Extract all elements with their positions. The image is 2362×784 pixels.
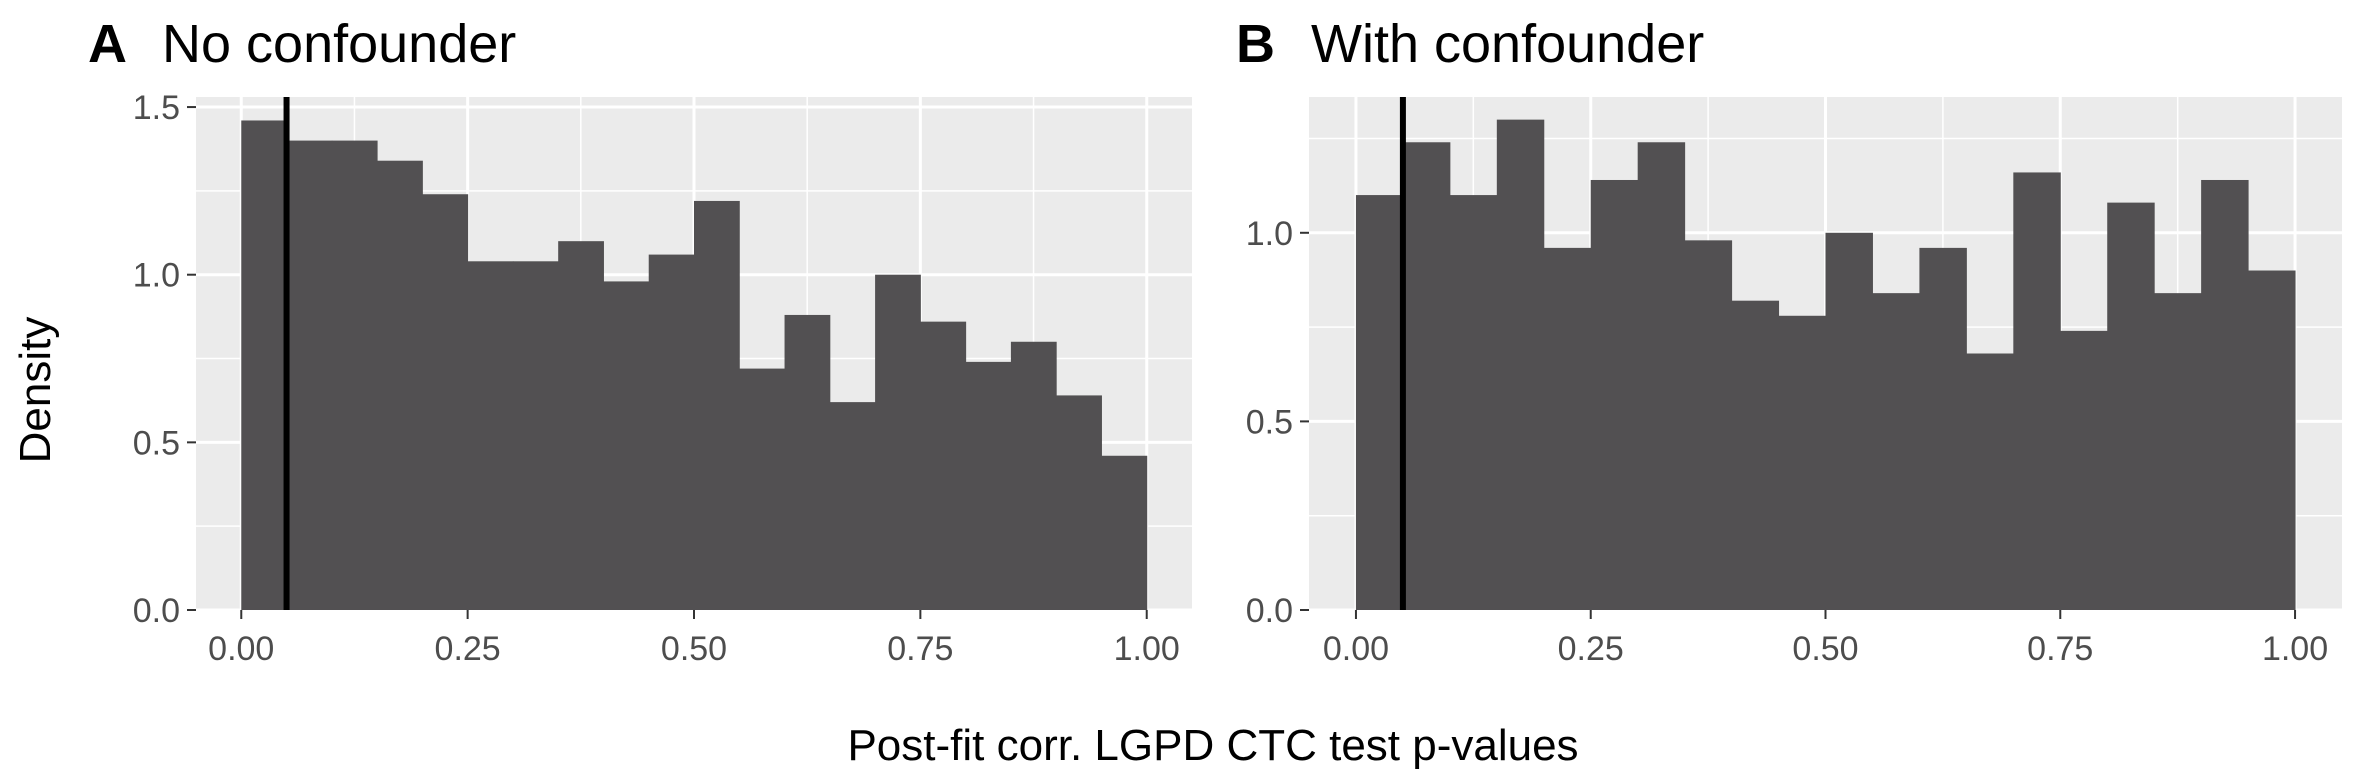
- x-tick-label: 0.75: [2027, 630, 2093, 668]
- y-tick-label: 0.0: [133, 592, 180, 630]
- y-tick-label: 0.5: [1246, 403, 1293, 441]
- x-tick-label: 0.50: [1792, 630, 1858, 668]
- x-axis-title: Post-fit corr. LGPD CTC test p-values: [847, 721, 1578, 770]
- histogram-bar: [331, 140, 378, 610]
- histogram-bar: [512, 261, 559, 610]
- histogram-bar: [1543, 247, 1592, 610]
- histogram-bar: [2107, 202, 2155, 610]
- y-axis-title: Density: [11, 317, 60, 464]
- histogram-bar: [422, 194, 469, 610]
- histogram-bar: [603, 281, 650, 610]
- histogram-bar: [1010, 341, 1057, 610]
- x-tick-label: 0.25: [435, 630, 501, 668]
- histogram-bar: [2013, 172, 2061, 611]
- histogram-bar: [241, 120, 288, 611]
- panel-a: 0.00 0.25 0.50 0.75 1.00 0.0 0.5 1.0 1.5A No conf…: [88, 14, 1192, 668]
- x-tick-label: 1.00: [1114, 630, 1180, 668]
- panel-b: 0.00 0.25 0.50 0.75 1.00 0.0 0.5 1.0 B With confo…: [1236, 14, 2342, 668]
- y-tick-label: 1.0: [1246, 215, 1293, 253]
- histogram-bar: [2154, 293, 2202, 610]
- histogram-bar: [1919, 247, 1967, 610]
- histogram-bar: [1496, 119, 1545, 610]
- histogram-bar: [558, 241, 604, 611]
- histogram-bar: [739, 368, 786, 610]
- x-tick-label: 0.25: [1558, 630, 1624, 668]
- histogram-bar: [286, 140, 333, 610]
- histogram-bar: [377, 160, 423, 611]
- histogram-bar: [2060, 330, 2108, 610]
- histogram-bar: [1731, 300, 1780, 610]
- histogram-bar: [1637, 142, 1686, 610]
- x-tick-label: 0.75: [887, 630, 953, 668]
- histogram-bar: [1355, 195, 1404, 610]
- histogram-bar: [1101, 455, 1148, 610]
- histogram-bar: [1966, 353, 2014, 610]
- panel-tag: A: [88, 14, 127, 74]
- histogram-bar: [1056, 395, 1102, 610]
- y-tick-label: 0.5: [133, 424, 180, 462]
- histogram-bar: [1872, 293, 1920, 610]
- histogram-bar: [2201, 179, 2249, 610]
- histogram-bar: [1684, 240, 1733, 610]
- histogram-bar: [920, 321, 967, 610]
- panel-tag: B: [1236, 14, 1275, 74]
- histogram-bar: [694, 200, 740, 611]
- histogram-bar: [1449, 195, 1498, 610]
- y-tick-label: 0.0: [1246, 592, 1293, 630]
- histogram-bar: [1825, 232, 1873, 610]
- x-tick-label: 0.50: [661, 630, 727, 668]
- panel-title: No confounder: [162, 14, 516, 74]
- x-tick-label: 0.00: [1323, 630, 1389, 668]
- histogram-bar: [1402, 142, 1451, 610]
- y-tick-label: 1.5: [133, 89, 180, 127]
- histogram-bar: [784, 314, 831, 610]
- histogram-bar: [2248, 270, 2296, 610]
- histogram-bar: [1590, 179, 1639, 610]
- histogram-bar: [965, 361, 1012, 610]
- x-tick-label: 0.00: [208, 630, 274, 668]
- histogram-bar: [1778, 315, 1826, 610]
- histogram-bar: [648, 254, 695, 610]
- panel-title: With confounder: [1311, 14, 1704, 74]
- histogram-bar: [467, 261, 514, 610]
- histogram-bar: [875, 274, 921, 610]
- histogram-bar: [829, 402, 876, 610]
- y-tick-label: 1.0: [133, 257, 180, 295]
- x-tick-label: 1.00: [2262, 630, 2328, 668]
